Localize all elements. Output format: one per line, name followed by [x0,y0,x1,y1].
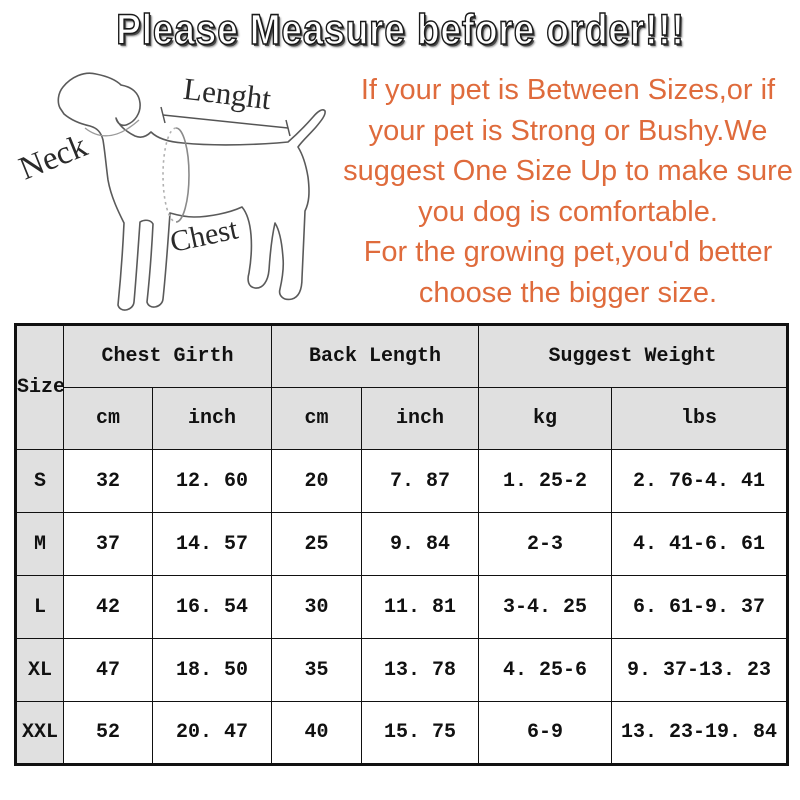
table-cell: 18. 50 [152,638,272,702]
header-unit-cm: cm [271,387,362,450]
sizing-advice: If your pet is Between Sizes,or if your … [336,70,800,313]
table-cell: 37 [63,512,153,576]
table-cell: 25 [271,512,362,576]
table-cell: 35 [271,638,362,702]
table-cell: 16. 54 [152,575,272,639]
table-cell: 3-4. 25 [478,575,612,639]
advice-line: you dog is comfortable. [418,195,718,228]
length-label: Lenght [182,71,274,116]
size-cell: L [15,575,64,639]
table-cell: 2-3 [478,512,612,576]
table-cell: 47 [63,638,153,702]
chest-measure-loop-back [175,127,190,223]
header-back-length: Back Length [271,324,479,388]
table-cell: 7. 87 [361,449,479,513]
size-cell: XL [15,638,64,702]
header-unit-cm: cm [63,387,153,450]
advice-line: If your pet is Between Sizes,or if [360,74,776,106]
table-cell: 4. 41-6. 61 [611,512,788,576]
table-cell: 9. 37-13. 23 [611,638,788,702]
advice-line: For the growing pet,you'd better [363,236,773,268]
advice-line: suggest One Size Up to make sure [343,155,793,187]
table-cell: 15. 75 [361,701,479,765]
table-cell: 40 [271,701,362,765]
table-cell: 14. 57 [152,512,272,576]
table-row-l: L 42 16. 54 30 11. 81 3-4. 25 6. 61-9. 3… [15,575,788,639]
neck-label: Neck [14,128,93,188]
table-cell: 32 [63,449,153,513]
neck-measure-loop [84,119,140,137]
size-cell: S [15,449,64,513]
dog-outline [57,72,326,311]
header-group-row: Size Chest Girth Back Length Suggest Wei… [15,324,788,450]
table-row-s: S 32 12. 60 20 7. 87 1. 25-2 2. 76-4. 41 [15,449,788,513]
table-cell: 13. 23-19. 84 [611,701,788,765]
length-measure-tick-right [285,119,291,137]
header-chest-girth: Chest Girth [63,324,272,388]
page-title: Please Measure before order!!! [0,5,800,55]
length-measure-line [162,114,289,129]
table-cell: 42 [63,575,153,639]
header-size: Size [15,324,65,450]
header-unit-kg: kg [478,387,612,450]
table-cell: 1. 25-2 [478,449,612,513]
header-unit-lbs: lbs [611,387,788,450]
page-title-text: Please Measure before order!!! [115,5,685,55]
table-cell: 4. 25-6 [478,638,612,702]
dog-measurement-diagram: Neck Lenght Chest [14,71,326,311]
size-cell: XXL [15,701,64,765]
header-unit-inch: inch [361,387,479,450]
size-table: Size Chest Girth Back Length Suggest Wei… [14,323,789,766]
table-cell: 13. 78 [361,638,479,702]
table-cell: 6. 61-9. 37 [611,575,788,639]
table-cell: 12. 60 [152,449,272,513]
header-unit-inch: inch [152,387,272,450]
size-cell: M [15,512,64,576]
chest-label: Chest [167,212,241,259]
table-cell: 6-9 [478,701,612,765]
header-suggest-weight: Suggest Weight [478,324,788,388]
table-cell: 52 [63,701,153,765]
header-unit-row: cm inch cm inch kg lbs [16,387,788,450]
table-row-m: M 37 14. 57 25 9. 84 2-3 4. 41-6. 61 [15,512,788,576]
advice-line: choose the bigger size. [418,276,718,309]
table-cell: 20. 47 [152,701,272,765]
table-cell: 11. 81 [361,575,479,639]
table-row-xxl: XXL 52 20. 47 40 15. 75 6-9 13. 23-19. 8… [15,701,788,765]
table-cell: 2. 76-4. 41 [611,449,788,513]
table-cell: 9. 84 [361,512,479,576]
table-cell: 20 [271,449,362,513]
advice-line: your pet is Strong or Bushy.We [368,114,768,147]
table-cell: 30 [271,575,362,639]
length-measure-tick-left [160,106,166,124]
chest-measure-loop-front [162,127,177,223]
table-row-xl: XL 47 18. 50 35 13. 78 4. 25-6 9. 37-13.… [15,638,788,702]
